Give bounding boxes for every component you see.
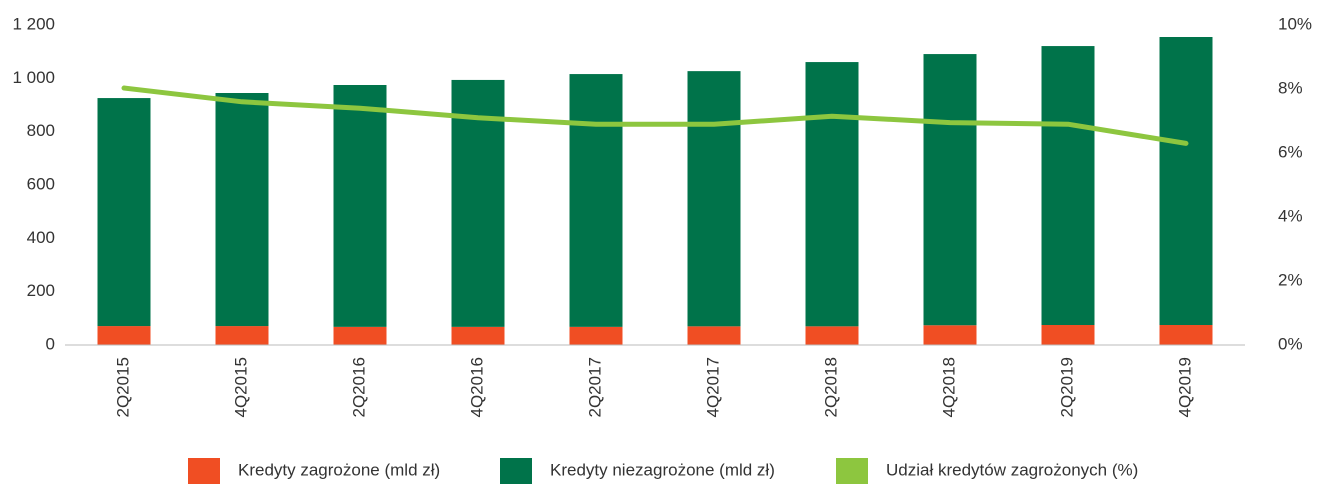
bar	[923, 325, 977, 345]
y2-tick-label: 2%	[1278, 270, 1303, 289]
x-tick-label: 2Q2015	[113, 357, 132, 418]
legend-swatch	[836, 458, 868, 484]
bar	[215, 326, 269, 345]
y2-tick-label: 0%	[1278, 334, 1303, 353]
bar	[687, 71, 741, 327]
y-tick-label: 400	[27, 228, 55, 247]
y-tick-label: 800	[27, 121, 55, 140]
x-tick-label: 4Q2018	[939, 357, 958, 418]
legend-swatch	[188, 458, 220, 484]
y-tick-label: 1 000	[12, 68, 55, 87]
line	[121, 85, 1189, 146]
x-tick-label: 2Q2016	[349, 357, 368, 418]
bar	[97, 98, 151, 327]
x-tick-label: 4Q2019	[1175, 357, 1194, 418]
bar	[97, 326, 151, 345]
y2-tick-label: 10%	[1278, 14, 1312, 33]
legend-label: Udział kredytów zagrożonych (%)	[886, 460, 1138, 479]
y-tick-label: 0	[46, 334, 55, 353]
y-tick-label: 200	[27, 281, 55, 300]
bar	[569, 326, 623, 345]
bar	[805, 62, 859, 327]
bar	[923, 54, 977, 326]
x-tick-label: 4Q2016	[467, 357, 486, 418]
x-tick-label: 4Q2017	[703, 357, 722, 418]
y-tick-label: 1 200	[12, 14, 55, 33]
legend-label: Kredyty niezagrożone (mld zł)	[550, 460, 775, 479]
bar	[1159, 325, 1213, 345]
bar	[333, 85, 387, 327]
bar	[1041, 325, 1095, 345]
y2-tick-label: 6%	[1278, 142, 1303, 161]
y-tick-label: 600	[27, 174, 55, 193]
x-tick-label: 2Q2018	[821, 357, 840, 418]
legend-swatch	[500, 458, 532, 484]
bar	[215, 93, 269, 327]
legend-label: Kredyty zagrożone (mld zł)	[238, 460, 440, 479]
bar	[569, 74, 623, 327]
bar	[1041, 46, 1095, 326]
x-tick-label: 4Q2015	[231, 357, 250, 418]
bar	[451, 326, 505, 345]
x-tick-label: 2Q2019	[1057, 357, 1076, 418]
bar	[687, 326, 741, 345]
bar	[333, 326, 387, 345]
bar	[805, 326, 859, 345]
x-tick-label: 2Q2017	[585, 357, 604, 418]
y2-tick-label: 4%	[1278, 206, 1303, 225]
bar	[1159, 37, 1213, 325]
y2-tick-label: 8%	[1278, 78, 1303, 97]
